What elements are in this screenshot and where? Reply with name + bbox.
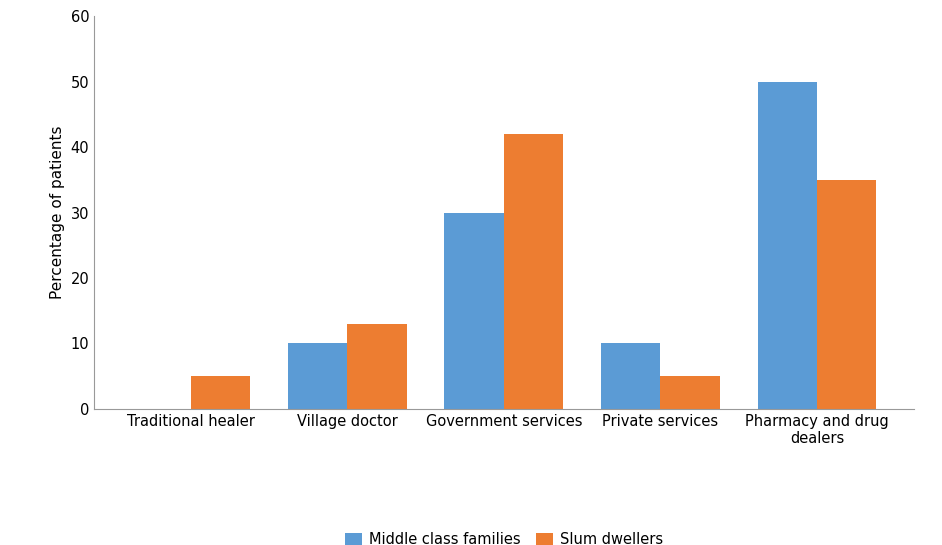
Bar (660, 376, 720, 409)
Bar (445, 213, 504, 409)
Y-axis label: Percentage of patients: Percentage of patients (50, 126, 65, 299)
Bar (504, 134, 563, 409)
Legend: Middle class families, Slum dwellers: Middle class families, Slum dwellers (339, 526, 669, 545)
Bar (348, 324, 407, 409)
Bar (288, 343, 348, 409)
Bar (817, 180, 876, 409)
Bar (757, 82, 817, 409)
Bar (191, 376, 251, 409)
Bar (601, 343, 660, 409)
